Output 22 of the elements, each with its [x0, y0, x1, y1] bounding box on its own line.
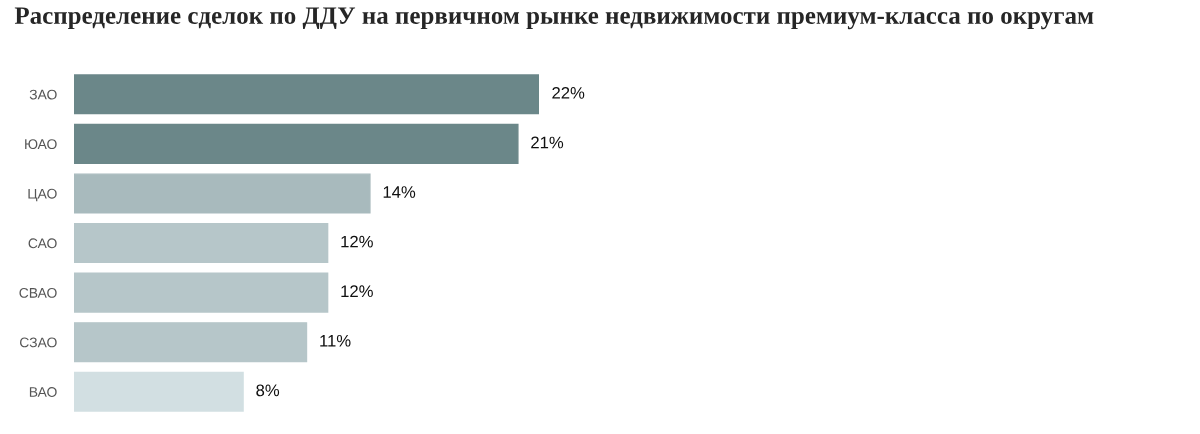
bar: [74, 223, 329, 264]
bar: [74, 371, 244, 412]
y-tick-label: СВАО: [19, 287, 57, 298]
y-tick-label: СЗАО: [20, 337, 57, 348]
y-tick-label: ЦАО: [28, 188, 57, 202]
y-tick-label: ЗАО: [29, 89, 57, 100]
data-label: 21%: [531, 136, 564, 149]
data-label: 8%: [256, 384, 280, 397]
data-label: 22%: [552, 86, 585, 99]
y-tick-label: САО: [28, 238, 57, 249]
data-label: 12%: [341, 235, 373, 248]
data-label: 14%: [383, 186, 416, 198]
bar: [74, 123, 519, 164]
data-label: 12%: [341, 285, 373, 298]
chart-title: Распределение сделок по ДДУ на первичном рынке недвижимости премиум-класса по округам: [14, 7, 1094, 30]
y-tick-label: ЮАО: [25, 139, 57, 150]
bar: [74, 322, 308, 363]
data-label: 11%: [320, 334, 351, 347]
bar: [74, 173, 371, 214]
y-tick-label: ВАО: [29, 387, 57, 397]
bar: [74, 74, 539, 115]
bar: [74, 272, 329, 313]
